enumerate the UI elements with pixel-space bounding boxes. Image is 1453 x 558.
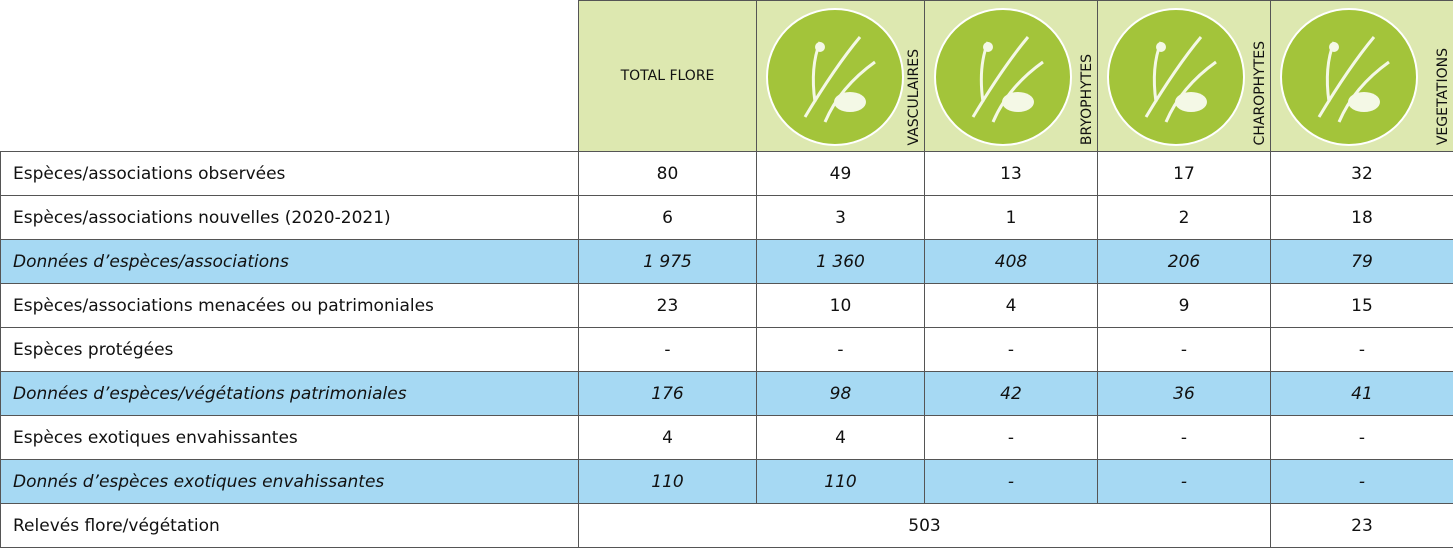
cell-value: 13 bbox=[924, 151, 1098, 196]
header-icon bbox=[766, 8, 904, 146]
cell-value: - bbox=[924, 327, 1098, 372]
cell-value: - bbox=[1270, 327, 1453, 372]
cell-value: 80 bbox=[578, 151, 757, 196]
row-label: Données d’espèces/associations bbox=[0, 239, 579, 284]
column-header: VASCULAIRES bbox=[756, 0, 925, 152]
cell-value: 79 bbox=[1270, 239, 1453, 284]
cell-value: 49 bbox=[756, 151, 925, 196]
header-label: CHAROPHYTES bbox=[1252, 40, 1268, 145]
row-label: Données d’espèces/végétations patrimonia… bbox=[0, 371, 579, 416]
cell-value: 3 bbox=[756, 195, 925, 240]
cell-value: 36 bbox=[1097, 371, 1271, 416]
cell-value: - bbox=[924, 415, 1098, 460]
header-icon bbox=[1107, 8, 1245, 146]
cell-value: 32 bbox=[1270, 151, 1453, 196]
row-label: Donnés d’espèces exotiques envahissantes bbox=[0, 459, 579, 504]
header-icon bbox=[1280, 8, 1418, 146]
cell-value: 1 975 bbox=[578, 239, 757, 284]
table-row: Donnés d’espèces exotiques envahissantes… bbox=[0, 459, 1453, 504]
header-row: TOTAL FLORE VASCULAIRES BRYOPHYTES CHAROPHY… bbox=[0, 0, 1453, 152]
cell-value: - bbox=[1097, 415, 1271, 460]
cell-value: 408 bbox=[924, 239, 1098, 284]
column-header: BRYOPHYTES bbox=[924, 0, 1098, 152]
cell-value: 503 bbox=[578, 503, 1271, 548]
cell-value: 1 bbox=[924, 195, 1098, 240]
cell-value: 206 bbox=[1097, 239, 1271, 284]
column-header: CHAROPHYTES bbox=[1097, 0, 1271, 152]
row-label: Espèces exotiques envahissantes bbox=[0, 415, 579, 460]
cell-value: 110 bbox=[756, 459, 925, 504]
cell-value: 4 bbox=[578, 415, 757, 460]
cell-value: 2 bbox=[1097, 195, 1271, 240]
cell-value: 10 bbox=[756, 283, 925, 328]
column-header: TOTAL FLORE bbox=[578, 0, 757, 152]
row-label: Espèces/associations nouvelles (2020-202… bbox=[0, 195, 579, 240]
table-row: Relevés flore/végétation 503 23 bbox=[0, 503, 1453, 548]
cell-value: - bbox=[578, 327, 757, 372]
row-label: Espèces/associations observées bbox=[0, 151, 579, 196]
cell-value: - bbox=[1270, 415, 1453, 460]
cell-value: 9 bbox=[1097, 283, 1271, 328]
cell-value: 23 bbox=[1270, 503, 1453, 548]
header-label: VASCULAIRES bbox=[906, 48, 922, 145]
row-label: Relevés flore/végétation bbox=[0, 503, 579, 548]
cell-value: 18 bbox=[1270, 195, 1453, 240]
cell-value: 17 bbox=[1097, 151, 1271, 196]
cell-value: - bbox=[1270, 459, 1453, 504]
cell-value: 4 bbox=[924, 283, 1098, 328]
table-row: Données d’espèces/végétations patrimonia… bbox=[0, 371, 1453, 416]
table-body: Espèces/associations observées 80 49 13 17 32… bbox=[0, 151, 1453, 548]
header-icon bbox=[934, 8, 1072, 146]
cell-value: 1 360 bbox=[756, 239, 925, 284]
cell-value: - bbox=[1097, 459, 1271, 504]
header-label: TOTAL FLORE bbox=[620, 68, 715, 84]
cell-value: 98 bbox=[756, 371, 925, 416]
header-label: VEGETATIONS bbox=[1435, 47, 1451, 145]
row-label: Espèces protégées bbox=[0, 327, 579, 372]
cell-value: 110 bbox=[578, 459, 757, 504]
cell-value: - bbox=[756, 327, 925, 372]
cell-value: - bbox=[1097, 327, 1271, 372]
blank-corner bbox=[0, 0, 579, 152]
table-row: Données d’espèces/associations 1 975 1 360… bbox=[0, 239, 1453, 284]
cell-value: 176 bbox=[578, 371, 757, 416]
cell-value: 15 bbox=[1270, 283, 1453, 328]
table-row: Espèces/associations observées 80 49 13 17 32 bbox=[0, 151, 1453, 196]
table-row: Espèces exotiques envahissantes 4 4- - - bbox=[0, 415, 1453, 460]
cell-value: 6 bbox=[578, 195, 757, 240]
cell-value: 4 bbox=[756, 415, 925, 460]
header-label: BRYOPHYTES bbox=[1079, 53, 1095, 145]
table-row: Espèces/associations nouvelles (2020-202… bbox=[0, 195, 1453, 240]
cell-value: 42 bbox=[924, 371, 1098, 416]
row-label: Espèces/associations menacées ou patrimo… bbox=[0, 283, 579, 328]
column-header: VEGETATIONS bbox=[1270, 0, 1453, 152]
table-row: Espèces/associations menacées ou patrimo… bbox=[0, 283, 1453, 328]
cell-value: 41 bbox=[1270, 371, 1453, 416]
cell-value: - bbox=[924, 459, 1098, 504]
cell-value: 23 bbox=[578, 283, 757, 328]
table-row: Espèces protégées - - - - - bbox=[0, 327, 1453, 372]
